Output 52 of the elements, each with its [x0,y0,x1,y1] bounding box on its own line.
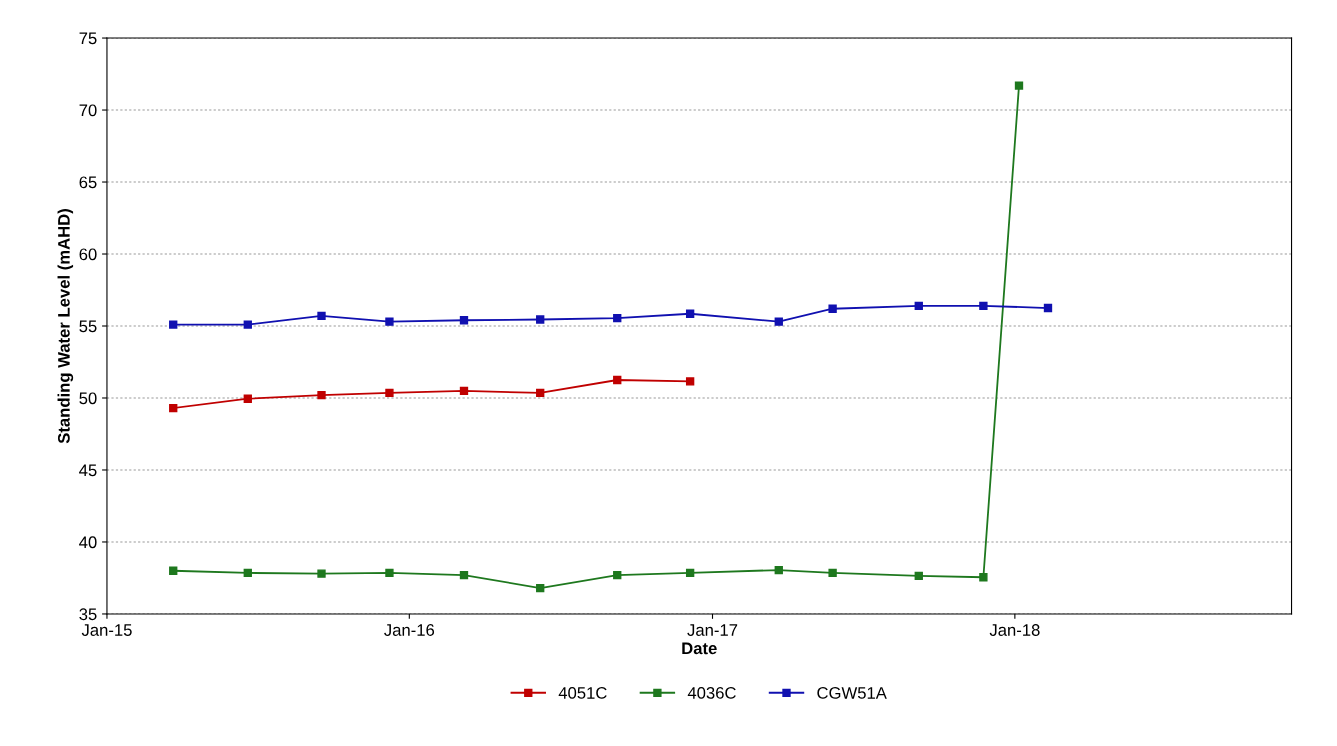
y-tick-label: 65 [79,176,97,189]
point [613,375,622,385]
point [169,403,178,413]
point [459,386,469,395]
x-tick-label: Jan-17 [687,624,738,636]
point [613,313,622,323]
point [385,568,394,578]
legend-label: 4051C [558,686,607,699]
y-tick-label: 40 [79,536,97,549]
x-tick-label: Jan-18 [989,624,1040,636]
point [914,571,923,580]
point [536,388,545,398]
point [243,320,252,329]
y-tick-label: 70 [79,104,97,117]
point [1043,303,1053,313]
point [685,309,695,318]
y-tick-label: 60 [79,248,97,261]
point [685,377,695,386]
point [317,390,326,400]
point [774,317,783,326]
point [169,320,178,329]
point [828,568,837,578]
point [536,583,545,593]
point [1014,81,1024,90]
x-axis-title: Date [682,642,717,655]
y-tick-label: 55 [79,320,97,333]
point [459,570,469,580]
point [317,311,326,321]
point [385,388,394,398]
y-tick-label: 45 [79,464,97,477]
point [536,315,545,324]
point [385,317,394,326]
point [979,573,988,582]
point [685,568,695,578]
point [613,570,622,580]
x-tick-label: Jan-15 [81,624,132,636]
legend-label: CGW51A [817,686,887,699]
point [979,301,988,311]
y-tick-label: 50 [79,392,97,405]
legend-label: 4036C [687,686,736,699]
point [243,394,252,403]
x-tick-label: Jan-16 [384,624,435,636]
point [459,316,469,325]
point [243,568,252,578]
point [774,565,783,575]
y-axis-title: Standing Water Level (mAHD) [57,209,74,444]
point [914,301,923,311]
point [317,569,326,578]
y-tick-label: 35 [79,608,97,621]
point [828,304,837,313]
point [169,566,178,575]
y-tick-label: 75 [79,32,97,45]
